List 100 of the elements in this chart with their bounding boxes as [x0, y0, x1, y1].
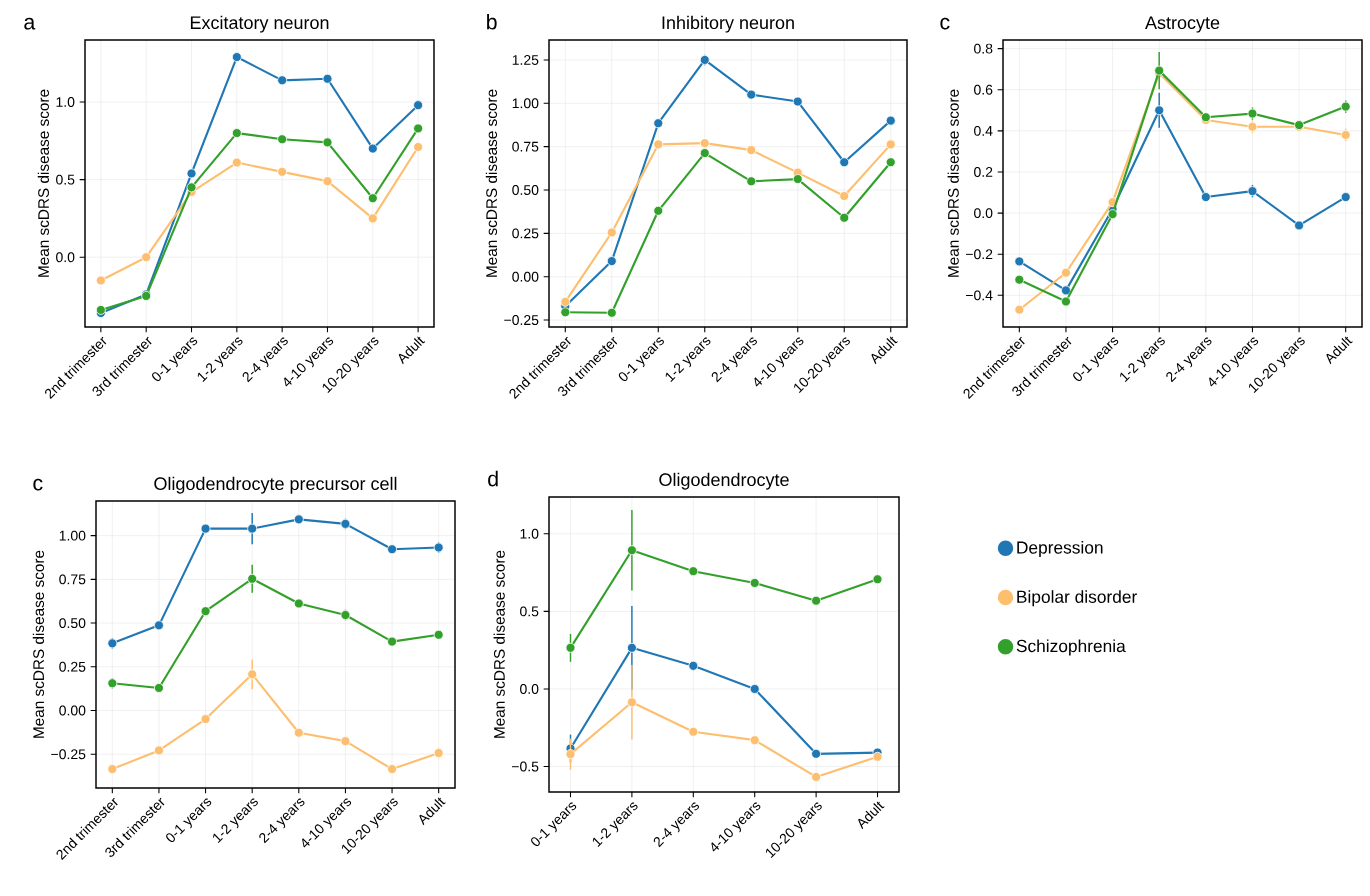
point [433, 629, 444, 640]
point [200, 606, 211, 617]
point [872, 574, 883, 585]
point [699, 148, 710, 158]
point [413, 142, 424, 152]
point [839, 157, 850, 168]
point [322, 137, 333, 148]
point [413, 100, 424, 111]
point [653, 139, 664, 150]
point [141, 252, 152, 263]
point [200, 714, 211, 725]
point [154, 620, 164, 631]
point [560, 307, 571, 318]
point [231, 52, 242, 62]
y-axis-title: Mean scDRS disease score [485, 89, 498, 277]
chart-title: Inhibitory neuron [662, 15, 794, 33]
legend-label: Schizophrenia [1016, 639, 1126, 656]
point [413, 123, 424, 134]
chart-title: Excitatory neuron [190, 15, 329, 33]
point [231, 128, 242, 139]
point [1061, 296, 1071, 307]
y-tick-label: 0.00 [59, 705, 86, 716]
point [811, 772, 822, 782]
y-tick-label: 0.0 [56, 252, 75, 263]
y-axis-title: Mean scDRS disease score [493, 550, 505, 738]
y-tick-label: −0.2 [966, 249, 993, 260]
point [107, 678, 118, 689]
point [1014, 256, 1025, 267]
point [606, 227, 617, 238]
point [293, 514, 304, 525]
point [367, 213, 378, 224]
point [811, 748, 822, 759]
y-tick-label: 0.0 [520, 684, 539, 694]
y-tick-label: 0.50 [59, 618, 86, 629]
point [247, 573, 258, 584]
point [839, 212, 850, 223]
point [293, 727, 304, 738]
y-tick-label: 0.00 [512, 271, 539, 282]
point [340, 610, 351, 620]
y-tick-label: 1.00 [512, 98, 539, 109]
point [1107, 209, 1118, 220]
point [688, 660, 699, 671]
y-tick-label: 0.0 [974, 208, 993, 219]
point [387, 636, 397, 647]
point [560, 296, 571, 307]
point [200, 523, 211, 534]
legend-label: Depression [1017, 540, 1103, 558]
point [277, 75, 288, 86]
y-tick-label: 0.5 [56, 174, 75, 185]
point [626, 545, 637, 556]
point [322, 73, 333, 84]
y-tick-label: 0.25 [512, 228, 539, 239]
y-tick-label: 1.0 [56, 97, 75, 108]
y-axis-title: Mean scDRS disease score [37, 89, 49, 277]
y-tick-label: 0.5 [520, 606, 539, 617]
point [95, 275, 106, 286]
point [1247, 121, 1258, 132]
point [626, 697, 637, 708]
point [746, 89, 757, 100]
text: c [940, 17, 950, 30]
point [154, 745, 164, 756]
point [1294, 220, 1304, 231]
point [186, 182, 197, 193]
point [746, 145, 757, 156]
legend-label: Bipolar disorder [1017, 590, 1137, 607]
point [340, 518, 351, 529]
y-tick-label: −0.5 [512, 761, 539, 772]
point [107, 764, 118, 775]
point [387, 544, 397, 555]
point [367, 143, 378, 154]
chart-title: Oligodendrocyte [659, 472, 789, 490]
point [277, 166, 288, 177]
text: c [33, 478, 43, 491]
point [231, 157, 242, 168]
point [186, 168, 197, 179]
point [340, 736, 351, 747]
point [792, 174, 803, 184]
y-tick-label: 0.75 [512, 141, 539, 152]
point [107, 638, 118, 649]
point [565, 642, 576, 653]
point [699, 138, 710, 149]
point [433, 748, 444, 758]
point [247, 523, 258, 534]
chart-title: Astrocyte [1145, 16, 1220, 33]
y-axis-title: Mean scDRS disease score [32, 550, 45, 738]
text: a [24, 17, 36, 30]
point [1340, 192, 1351, 202]
point [1014, 274, 1025, 285]
y-tick-label: 1.0 [520, 528, 539, 539]
y-tick-label: −0.25 [51, 749, 86, 760]
chart-title: Oligodendrocyte precursor cell [154, 476, 397, 494]
text: d [488, 470, 498, 487]
y-tick-label: 0.75 [59, 574, 86, 585]
point [839, 191, 850, 201]
point [1061, 267, 1071, 278]
point [653, 118, 664, 129]
point [1200, 192, 1211, 202]
point [746, 176, 757, 187]
point [688, 726, 699, 737]
point [1154, 105, 1165, 116]
